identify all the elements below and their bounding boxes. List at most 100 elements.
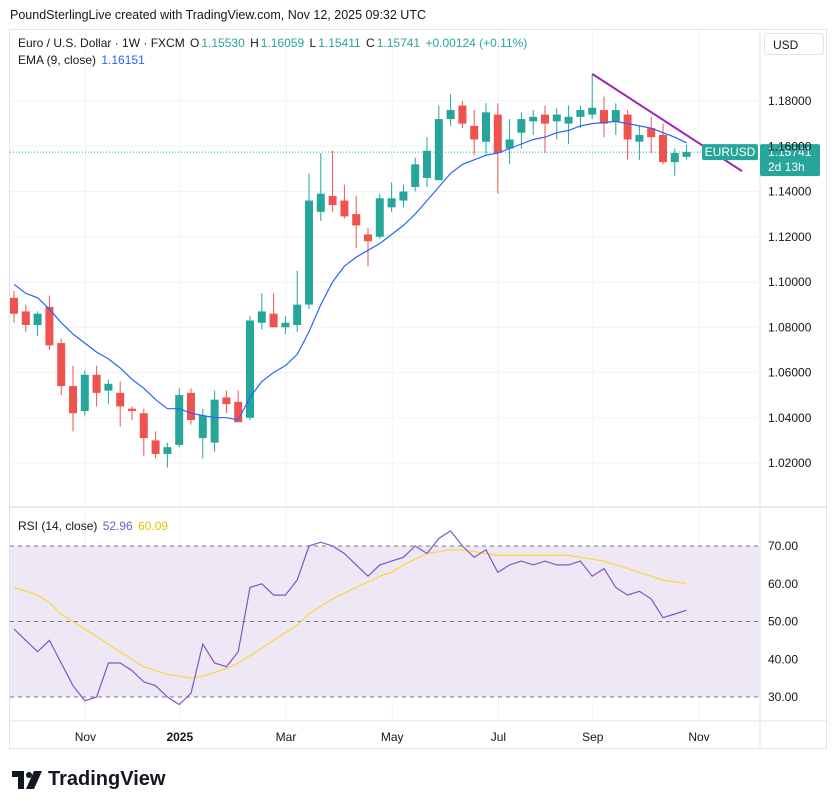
candle-body bbox=[387, 198, 396, 208]
rsi-pane bbox=[10, 530, 760, 706]
axes: 1.02000 1.04000 1.06000 1.08000 1.10000 1.120… bbox=[75, 94, 812, 744]
candle-body bbox=[411, 164, 420, 187]
candle-body bbox=[399, 191, 408, 201]
candle-body bbox=[552, 114, 561, 122]
candle-body bbox=[139, 413, 148, 439]
candle bbox=[198, 408, 207, 459]
ema-value: 1.16151 bbox=[101, 53, 145, 67]
candle-body bbox=[588, 107, 597, 115]
tradingview-logo[interactable]: TradingView bbox=[12, 768, 165, 791]
candle-body bbox=[623, 114, 632, 140]
candle-body bbox=[33, 313, 42, 325]
candle bbox=[482, 103, 490, 156]
candle bbox=[69, 365, 77, 432]
candle-body bbox=[541, 114, 549, 124]
candle-body bbox=[246, 320, 254, 418]
candle bbox=[139, 408, 148, 457]
candle bbox=[423, 137, 431, 187]
price-tick-label: 1.04000 bbox=[768, 411, 812, 425]
candle-body bbox=[175, 395, 184, 445]
tradingview-logo-icon bbox=[12, 770, 42, 789]
rsi-tick-label: 60.00 bbox=[768, 577, 798, 591]
candle-body bbox=[328, 196, 337, 206]
ema-legend: EMA (9, close) 1.16151 bbox=[18, 53, 147, 67]
candle bbox=[647, 116, 656, 154]
symbol-label: Euro / U.S. Dollar · 1W · FXCM bbox=[18, 36, 185, 50]
candle-body bbox=[576, 110, 585, 117]
candle bbox=[576, 105, 585, 129]
time-tick-label: Jul bbox=[491, 730, 506, 744]
close-label: C bbox=[366, 36, 375, 50]
price-tag bbox=[760, 144, 820, 177]
candle-body bbox=[257, 311, 266, 323]
rsi-ma-value: 60.09 bbox=[138, 519, 169, 533]
rsi-label: RSI (14, close) bbox=[18, 519, 98, 533]
candle-body bbox=[222, 397, 231, 405]
candle bbox=[246, 315, 254, 421]
candle-body bbox=[198, 415, 207, 439]
candle bbox=[517, 112, 526, 149]
candle bbox=[411, 157, 420, 192]
candle bbox=[281, 315, 290, 335]
price-legend: Euro / U.S. Dollar · 1W · FXCM O 1.15530 … bbox=[18, 36, 529, 50]
currency-button[interactable]: USD bbox=[764, 33, 824, 55]
candle-body bbox=[505, 139, 514, 149]
candle-body bbox=[364, 234, 372, 242]
candle bbox=[57, 338, 66, 396]
rsi-value: 52.96 bbox=[102, 519, 133, 533]
high-value: 1.16059 bbox=[260, 36, 305, 50]
candle-body bbox=[375, 198, 384, 237]
candle bbox=[541, 105, 549, 154]
candle bbox=[635, 125, 644, 160]
time-tick-label: 2025 bbox=[166, 730, 193, 744]
price-tick-label: 1.12000 bbox=[768, 230, 812, 244]
candle bbox=[104, 379, 113, 405]
candle-body bbox=[281, 322, 290, 328]
candle bbox=[529, 110, 538, 135]
price-tick-label: 1.18000 bbox=[768, 94, 812, 108]
candle-body bbox=[647, 128, 656, 138]
price-tick-label: 1.08000 bbox=[768, 320, 812, 334]
candle-body bbox=[611, 110, 620, 122]
rsi-tick-label: 40.00 bbox=[768, 652, 798, 666]
candle-body bbox=[423, 150, 431, 178]
candle-body bbox=[210, 399, 219, 443]
candle bbox=[564, 105, 573, 144]
candle-body bbox=[128, 408, 136, 411]
candle bbox=[387, 182, 396, 212]
candle bbox=[364, 227, 372, 267]
candle bbox=[234, 390, 243, 423]
candle bbox=[128, 406, 136, 421]
chart-frame[interactable] bbox=[9, 29, 827, 749]
price-tick-label: 1.16000 bbox=[768, 139, 812, 153]
price-tick-label: 1.14000 bbox=[768, 185, 812, 199]
candles bbox=[10, 73, 691, 468]
candle bbox=[399, 184, 408, 208]
candle-body bbox=[470, 125, 479, 140]
candle bbox=[552, 107, 561, 140]
candle bbox=[670, 148, 679, 176]
candle bbox=[623, 110, 632, 160]
symbol-tag bbox=[702, 144, 758, 161]
candle-body bbox=[269, 313, 278, 328]
ema-line bbox=[13, 120, 687, 421]
ema-label: EMA (9, close) bbox=[18, 53, 97, 67]
candle bbox=[116, 381, 125, 427]
candle-body bbox=[564, 116, 573, 124]
candle bbox=[222, 390, 231, 414]
candle bbox=[659, 123, 667, 165]
candle-body bbox=[446, 110, 455, 120]
brand-name: TradingView bbox=[48, 768, 166, 790]
candle bbox=[33, 311, 42, 337]
low-value: 1.15411 bbox=[318, 36, 361, 50]
candle bbox=[163, 442, 172, 468]
candle bbox=[175, 388, 184, 448]
candle bbox=[45, 295, 54, 350]
candle bbox=[470, 110, 479, 156]
candle-body bbox=[529, 116, 538, 122]
candle-body bbox=[57, 343, 66, 387]
candle-body bbox=[116, 392, 125, 407]
candle-body bbox=[92, 374, 101, 393]
